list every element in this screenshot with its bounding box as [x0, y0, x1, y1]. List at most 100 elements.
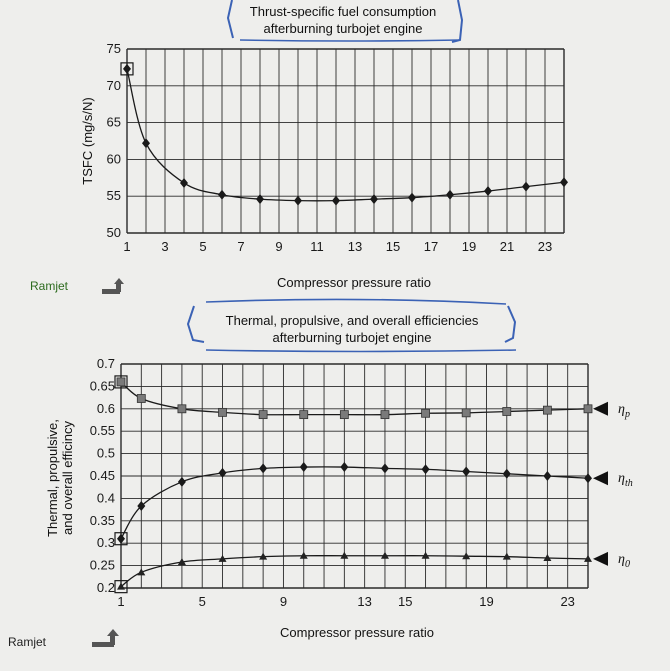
title2-bracket-right: [504, 305, 517, 343]
data-point: [584, 473, 592, 484]
y-tick-label: 0.5: [97, 446, 115, 461]
title2-underline-top: [205, 298, 507, 305]
data-point: [218, 467, 227, 478]
tsfc-chart: Thrust-specific fuel consumption afterbu…: [30, 0, 568, 294]
series-line: [120, 381, 589, 416]
series-pointer-arrow-icon: [593, 551, 608, 566]
efficiency-y-tick-labels: 0.2 0.25 0.3 0.35 0.4 0.45 0.5 0.55 0.6 0.65 0.7: [90, 356, 115, 595]
data-point: [408, 192, 416, 203]
ramjet-label-1: Ramjet: [30, 279, 69, 293]
data-point: [137, 568, 146, 576]
x-tick-label: 5: [199, 594, 206, 609]
ramjet-point-box: [114, 532, 128, 546]
data-point: [177, 558, 186, 566]
y-tick-label: 55: [107, 188, 121, 203]
series-pointer-arrow-icon: [593, 401, 608, 416]
tsfc-x-tick-labels: 1 3 5 7 9 11 13 15 17 19 21 23: [123, 239, 552, 254]
data-point: [380, 463, 389, 474]
ramjet-arrow-icon-2: [92, 629, 119, 647]
efficiency-x-tick-labels: 1 5 9 13 15 19 23: [117, 594, 575, 609]
efficiency-grid: [120, 363, 589, 589]
y-tick-label: 50: [107, 225, 121, 240]
data-point: [542, 405, 552, 415]
data-point: [340, 551, 349, 559]
data-point: [421, 464, 430, 475]
data-point: [340, 462, 349, 473]
x-tick-label: 23: [560, 594, 574, 609]
title-underline: [239, 39, 461, 42]
data-point: [370, 194, 378, 205]
data-point: [117, 533, 125, 544]
y-tick-label: 0.7: [97, 356, 115, 371]
data-point: [299, 410, 309, 420]
efficiency-title-line2: afterburning turbojet engine: [272, 330, 431, 345]
x-tick-label: 15: [386, 239, 400, 254]
efficiency-series: [114, 375, 593, 594]
data-point: [299, 462, 308, 473]
tsfc-y-tick-labels: 50 55 60 65 70 75: [107, 41, 121, 240]
data-point: [421, 408, 430, 418]
tsfc-title-line2: afterburning turbojet engine: [263, 21, 422, 36]
data-point: [177, 476, 186, 487]
data-point: [180, 177, 188, 188]
x-tick-label: 9: [275, 239, 282, 254]
efficiency-title-line1: Thermal, propulsive, and overall efficie…: [226, 313, 479, 328]
y-tick-label: 0.2: [97, 580, 115, 595]
data-point: [137, 501, 146, 512]
x-tick-label: 15: [398, 594, 412, 609]
data-point: [123, 63, 131, 74]
data-point: [446, 189, 454, 200]
data-point: [294, 195, 302, 206]
series-label: ηp: [618, 402, 630, 420]
series-label: ηth: [618, 471, 633, 489]
series-line: [120, 555, 589, 588]
y-tick-label: 0.65: [90, 378, 115, 393]
tsfc-x-axis-title: Compressor pressure ratio: [277, 275, 431, 290]
x-tick-label: 23: [538, 239, 552, 254]
series-line: [120, 466, 589, 540]
x-tick-label: 3: [161, 239, 168, 254]
y-tick-label: 65: [107, 115, 121, 130]
tsfc-title-line1: Thrust-specific fuel consumption: [250, 4, 436, 19]
data-point: [218, 407, 227, 417]
data-point: [560, 177, 568, 188]
y-tick-label: 75: [107, 41, 121, 56]
data-point: [484, 186, 492, 197]
series-label: η0: [618, 552, 630, 570]
efficiency-x-axis-title: Compressor pressure ratio: [280, 625, 434, 640]
ramjet-point-box: [114, 580, 128, 594]
title2-underline-bottom: [205, 349, 517, 353]
data-point: [380, 551, 389, 559]
x-tick-label: 13: [348, 239, 362, 254]
y-tick-label: 0.55: [90, 423, 115, 438]
y-tick-label: 60: [107, 151, 121, 166]
x-tick-label: 9: [280, 594, 287, 609]
y-tick-label: 70: [107, 78, 121, 93]
data-point: [218, 189, 226, 200]
title-bracket-right: [451, 0, 464, 43]
y-tick-label: 0.4: [97, 490, 115, 505]
title2-bracket-left: [186, 305, 205, 343]
data-point: [462, 466, 471, 477]
x-tick-label: 7: [237, 239, 244, 254]
tsfc-y-axis-title: TSFC (mg/s/N): [80, 97, 95, 184]
efficiency-series-labels: ηp ηth η0: [593, 401, 633, 570]
series-line: [126, 68, 565, 202]
ramjet-point-box: [120, 62, 134, 76]
data-point: [583, 404, 593, 414]
y-tick-label: 0.25: [90, 558, 115, 573]
x-tick-label: 1: [117, 594, 124, 609]
data-point: [332, 195, 340, 206]
x-tick-label: 19: [462, 239, 476, 254]
x-tick-label: 5: [199, 239, 206, 254]
data-point: [218, 554, 227, 562]
efficiency-y-axis-title-line1: Thermal, propulsive,: [45, 419, 60, 537]
y-tick-label: 0.35: [90, 513, 115, 528]
data-point: [116, 377, 126, 387]
efficiency-y-axis-title-line2: and overall efficincy: [60, 421, 75, 535]
x-tick-label: 17: [424, 239, 438, 254]
data-point: [177, 404, 187, 414]
data-point: [502, 552, 511, 560]
data-point: [258, 410, 268, 420]
data-point: [502, 468, 511, 479]
